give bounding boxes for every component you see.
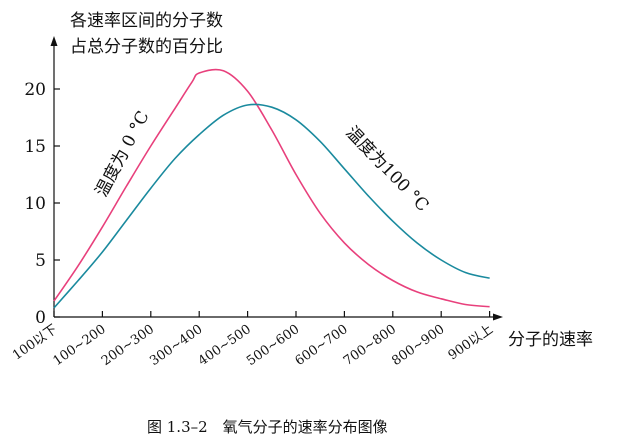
x-tick-label: 100~200 bbox=[51, 322, 109, 369]
x-tick-label: 800~900 bbox=[389, 322, 447, 369]
y-axis-arrow bbox=[50, 36, 58, 46]
y-tick-label: 15 bbox=[24, 137, 46, 157]
curve-0c bbox=[53, 68, 490, 308]
x-tick-label: 500~600 bbox=[244, 322, 302, 369]
figure-caption: 图 1.3–2 氧气分子的速率分布图像 bbox=[147, 418, 388, 436]
x-tick-label: 700~800 bbox=[341, 322, 399, 369]
x-tick-label: 400~500 bbox=[196, 322, 254, 369]
x-tick-label: 300~400 bbox=[147, 322, 205, 369]
series-label-100c: 温度为100 °C bbox=[341, 123, 432, 216]
x-tick-label: 900以上 bbox=[446, 322, 496, 363]
y-axis-title-line-1: 各速率区间的分子数 bbox=[70, 11, 223, 31]
series-label-0c: 温度为 0 °C bbox=[92, 108, 154, 201]
x-tick-label: 200~300 bbox=[99, 322, 157, 369]
x-axis-title: 分子的速率 bbox=[508, 330, 593, 350]
y-tick-label: 0 bbox=[35, 308, 46, 328]
x-axis-arrow bbox=[493, 313, 503, 321]
y-tick-label: 20 bbox=[24, 80, 46, 100]
curve-100c bbox=[53, 103, 490, 309]
y-tick-label: 5 bbox=[35, 251, 46, 271]
y-tick-label: 10 bbox=[24, 194, 46, 214]
x-tick-label: 600~700 bbox=[293, 322, 351, 369]
y-axis-title-line-2: 占总分子数的百分比 bbox=[70, 37, 223, 57]
